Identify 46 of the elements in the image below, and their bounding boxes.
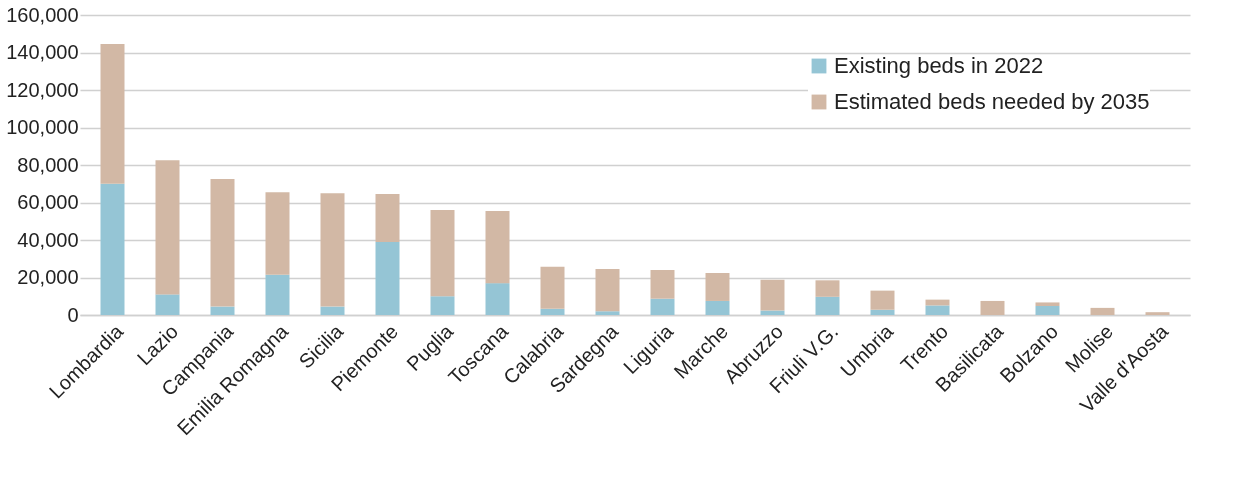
- y-tick-label: 80,000: [17, 153, 79, 176]
- y-tick-label: 120,000: [6, 78, 79, 101]
- bar: [815, 280, 840, 297]
- y-tick-label: 60,000: [17, 191, 79, 213]
- bar: [265, 192, 290, 275]
- bar: [870, 309, 895, 315]
- bar: [1035, 302, 1060, 306]
- y-tick-label: 140,000: [6, 41, 79, 63]
- bar: [155, 160, 180, 295]
- bar: [980, 300, 1005, 315]
- y-tick-label: 160,000: [6, 3, 79, 26]
- bar: [595, 311, 620, 315]
- y-tick-label: 20,000: [17, 266, 79, 288]
- bar: [375, 241, 400, 315]
- bar: [650, 298, 675, 315]
- bar: [595, 268, 620, 312]
- bar: [485, 210, 510, 284]
- y-tick-label: 100,000: [6, 116, 79, 138]
- bar: [925, 305, 950, 315]
- bar: [320, 306, 345, 315]
- bar: [320, 193, 345, 307]
- bar: [650, 270, 675, 299]
- bar: [540, 266, 565, 309]
- bar: [265, 274, 290, 315]
- bar: [430, 210, 455, 297]
- bar: [210, 306, 235, 315]
- bar: [540, 308, 565, 315]
- bar: [705, 300, 730, 315]
- bar: [210, 179, 235, 307]
- bar: [870, 290, 895, 310]
- bar: [430, 296, 455, 315]
- bar: [1145, 312, 1170, 315]
- y-tick-label: 40,000: [17, 228, 79, 251]
- bar: [375, 194, 400, 242]
- y-tick-label: 0: [67, 303, 79, 326]
- legend-label: Estimated beds needed by 2035: [834, 89, 1150, 114]
- bar: [815, 296, 840, 315]
- bar: [760, 279, 785, 311]
- bar: [485, 283, 510, 315]
- bar: [1090, 307, 1115, 315]
- bar: [100, 183, 125, 315]
- bar: [155, 294, 180, 315]
- legend-label: Existing beds in 2022: [834, 53, 1044, 78]
- bar: [705, 273, 730, 301]
- bar: [100, 44, 125, 184]
- bar: [1035, 306, 1060, 315]
